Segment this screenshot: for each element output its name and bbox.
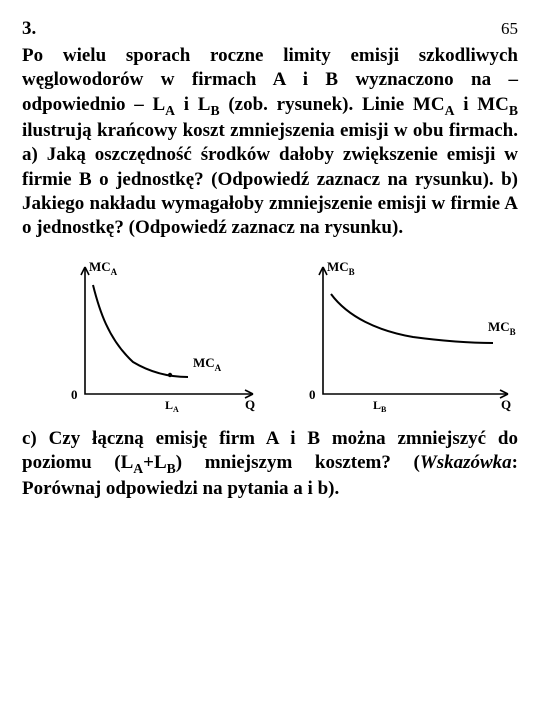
curve-a <box>93 285 188 377</box>
curve-label: MCA <box>193 355 222 373</box>
problem-number: 3. <box>22 18 36 40</box>
x-mark-label: LA <box>165 398 179 414</box>
problem-text-c: c) Czy łączną emisję firm A i B można zm… <box>22 427 518 502</box>
text-fragment: i L <box>175 94 210 115</box>
subscript: A <box>165 102 175 117</box>
subscript: A <box>445 102 455 117</box>
y-axis-label: MCB <box>327 259 355 277</box>
subscript: B <box>167 461 176 476</box>
text-fragment: i MC <box>454 94 508 115</box>
x-axis-label: Q <box>245 397 255 412</box>
chart-b: MCB MCB 0 LB Q <box>293 249 518 419</box>
text-fragment: ilustrują krańcowy koszt zmniejszenia em… <box>22 120 518 238</box>
text-fragment: (zob. rysu­nek). Linie MC <box>220 94 445 115</box>
chart-a: MCA MCA 0 LA Q <box>53 249 263 419</box>
problem-text: Po wielu sporach roczne limity emisji sz… <box>22 44 518 241</box>
subscript: B <box>509 102 518 117</box>
y-axis-label: MCA <box>89 259 118 277</box>
text-fragment: ) mniejszym kosztem? ( <box>176 452 420 473</box>
charts-row: MCA MCA 0 LA Q MCB MCB 0 LB Q <box>52 249 518 419</box>
curve-end-dot <box>167 372 171 376</box>
page-number: 65 <box>501 19 518 39</box>
subscript: B <box>210 102 219 117</box>
header-row: 3. 65 <box>22 18 518 40</box>
x-axis-label: Q <box>501 397 511 412</box>
x-mark-label: LB <box>373 398 387 414</box>
curve-label: MCB <box>488 319 516 337</box>
axes <box>323 267 508 394</box>
origin-label: 0 <box>71 387 78 402</box>
origin-label: 0 <box>309 387 316 402</box>
text-fragment: +L <box>143 452 167 473</box>
hint-word: Wskazówka <box>420 452 512 473</box>
subscript: A <box>133 461 143 476</box>
curve-b <box>331 294 493 343</box>
